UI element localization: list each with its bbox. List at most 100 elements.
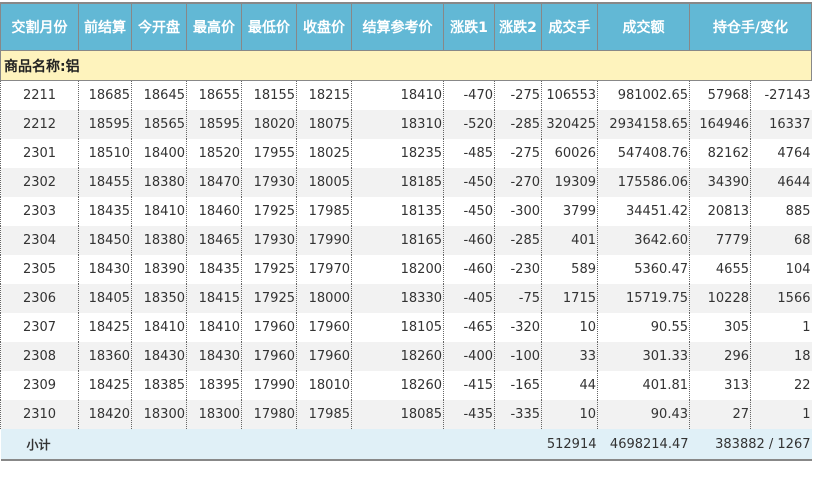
- table-cell: -415: [443, 371, 495, 400]
- table-cell: 18105: [351, 313, 444, 342]
- table-cell: 18415: [186, 284, 242, 313]
- table-cell: 589: [541, 255, 598, 284]
- table-cell: 3799: [541, 197, 598, 226]
- table-cell: 18395: [186, 371, 242, 400]
- table-cell: 18410: [351, 80, 444, 110]
- table-cell: 18135: [351, 197, 444, 226]
- table-cell: 2306: [0, 284, 79, 313]
- column-header: 结算参考价: [351, 2, 444, 51]
- table-row: 2302 18455 18380 18470 17930 18005 18185 -450 -2…: [0, 168, 812, 197]
- table-cell: 2308: [0, 342, 79, 371]
- table-cell: 19309: [541, 168, 598, 197]
- table-cell: 18380: [131, 226, 187, 255]
- table-cell: 18360: [78, 342, 132, 371]
- table-cell: 33: [541, 342, 598, 371]
- table-cell: 18155: [241, 80, 297, 110]
- table-cell: 17960: [241, 313, 297, 342]
- table-cell: 18455: [78, 168, 132, 197]
- table-row: 2309 18425 18385 18395 17990 18010 18260 -415 -1…: [0, 371, 812, 400]
- column-header: 持仓手/变化: [689, 2, 812, 51]
- table-cell: 17925: [241, 255, 297, 284]
- table-row: 2307 18425 18410 18410 17960 17960 18105 -465 -3…: [0, 313, 812, 342]
- table-cell: 2301: [0, 139, 79, 168]
- table-cell: 18350: [131, 284, 187, 313]
- table-cell: 18000: [296, 284, 352, 313]
- table-cell: 1566: [750, 284, 812, 313]
- table-cell: -300: [494, 197, 542, 226]
- table-cell: 301.33: [597, 342, 690, 371]
- table-cell: -470: [443, 80, 495, 110]
- table-row: 2305 18430 18390 18435 17925 17970 18200 -460 -2…: [0, 255, 812, 284]
- table-cell: -460: [443, 226, 495, 255]
- table-cell: -460: [443, 255, 495, 284]
- table-cell: 18020: [241, 110, 297, 139]
- table-cell: 164946: [689, 110, 751, 139]
- table-cell: 2309: [0, 371, 79, 400]
- table-cell: 18010: [296, 371, 352, 400]
- table-cell: 401.81: [597, 371, 690, 400]
- table-cell: 18410: [186, 313, 242, 342]
- table-row: 2211 18685 18645 18655 18155 18215 18410 -470 -2…: [0, 80, 812, 110]
- table-cell: 27: [689, 400, 751, 429]
- table-cell: 18420: [78, 400, 132, 429]
- table-row: 2306 18405 18350 18415 17925 18000 18330 -405 -7…: [0, 284, 812, 313]
- table-cell: 90.55: [597, 313, 690, 342]
- table-cell: 10: [541, 400, 598, 429]
- table-cell: 17990: [241, 371, 297, 400]
- table-cell: 18085: [351, 400, 444, 429]
- table-cell: 18380: [131, 168, 187, 197]
- table-cell: 18260: [351, 371, 444, 400]
- table-cell: 16337: [750, 110, 812, 139]
- table-cell: 2303: [0, 197, 79, 226]
- table-cell: 7779: [689, 226, 751, 255]
- table-cell: 1: [750, 313, 812, 342]
- table-cell: 2211: [0, 80, 79, 110]
- table-cell: -465: [443, 313, 495, 342]
- table-cell: 18565: [131, 110, 187, 139]
- table-cell: 4644: [750, 168, 812, 197]
- table-cell: 2302: [0, 168, 79, 197]
- table-cell: 18390: [131, 255, 187, 284]
- column-header: 涨跌2: [494, 2, 542, 51]
- table-cell: 17925: [241, 284, 297, 313]
- table-cell: 18330: [351, 284, 444, 313]
- table-cell: 18685: [78, 80, 132, 110]
- table-cell: 547408.76: [597, 139, 690, 168]
- table-cell: 18645: [131, 80, 187, 110]
- empty-cell: [78, 429, 542, 461]
- table-cell: 44: [541, 371, 598, 400]
- table-cell: 2212: [0, 110, 79, 139]
- table-cell: 82162: [689, 139, 751, 168]
- table-cell: -405: [443, 284, 495, 313]
- table-cell: 18260: [351, 342, 444, 371]
- table-cell: 18465: [186, 226, 242, 255]
- table-cell: 2305: [0, 255, 79, 284]
- table-row: 2301 18510 18400 18520 17955 18025 18235 -485 -2…: [0, 139, 812, 168]
- table-cell: 18005: [296, 168, 352, 197]
- table-cell: 313: [689, 371, 751, 400]
- table-cell: 4655: [689, 255, 751, 284]
- table-cell: -230: [494, 255, 542, 284]
- table-cell: 18075: [296, 110, 352, 139]
- subtotal-volume: 512914: [541, 429, 598, 461]
- table-cell: 18450: [78, 226, 132, 255]
- column-header: 收盘价: [296, 2, 352, 51]
- table-cell: 22: [750, 371, 812, 400]
- table-cell: 18430: [186, 342, 242, 371]
- table-cell: 17985: [296, 197, 352, 226]
- table-cell: 18470: [186, 168, 242, 197]
- table-cell: -285: [494, 226, 542, 255]
- table-cell: 18520: [186, 139, 242, 168]
- table-cell: 18595: [186, 110, 242, 139]
- table-cell: -335: [494, 400, 542, 429]
- table-cell: -435: [443, 400, 495, 429]
- table-cell: 18300: [186, 400, 242, 429]
- table-cell: 17970: [296, 255, 352, 284]
- table-row: 2304 18450 18380 18465 17930 17990 18165 -460 -2…: [0, 226, 812, 255]
- table-cell: 18165: [351, 226, 444, 255]
- table-cell: -165: [494, 371, 542, 400]
- table-cell: 175586.06: [597, 168, 690, 197]
- table-cell: 18435: [78, 197, 132, 226]
- table-cell: 17930: [241, 168, 297, 197]
- table-cell: -320: [494, 313, 542, 342]
